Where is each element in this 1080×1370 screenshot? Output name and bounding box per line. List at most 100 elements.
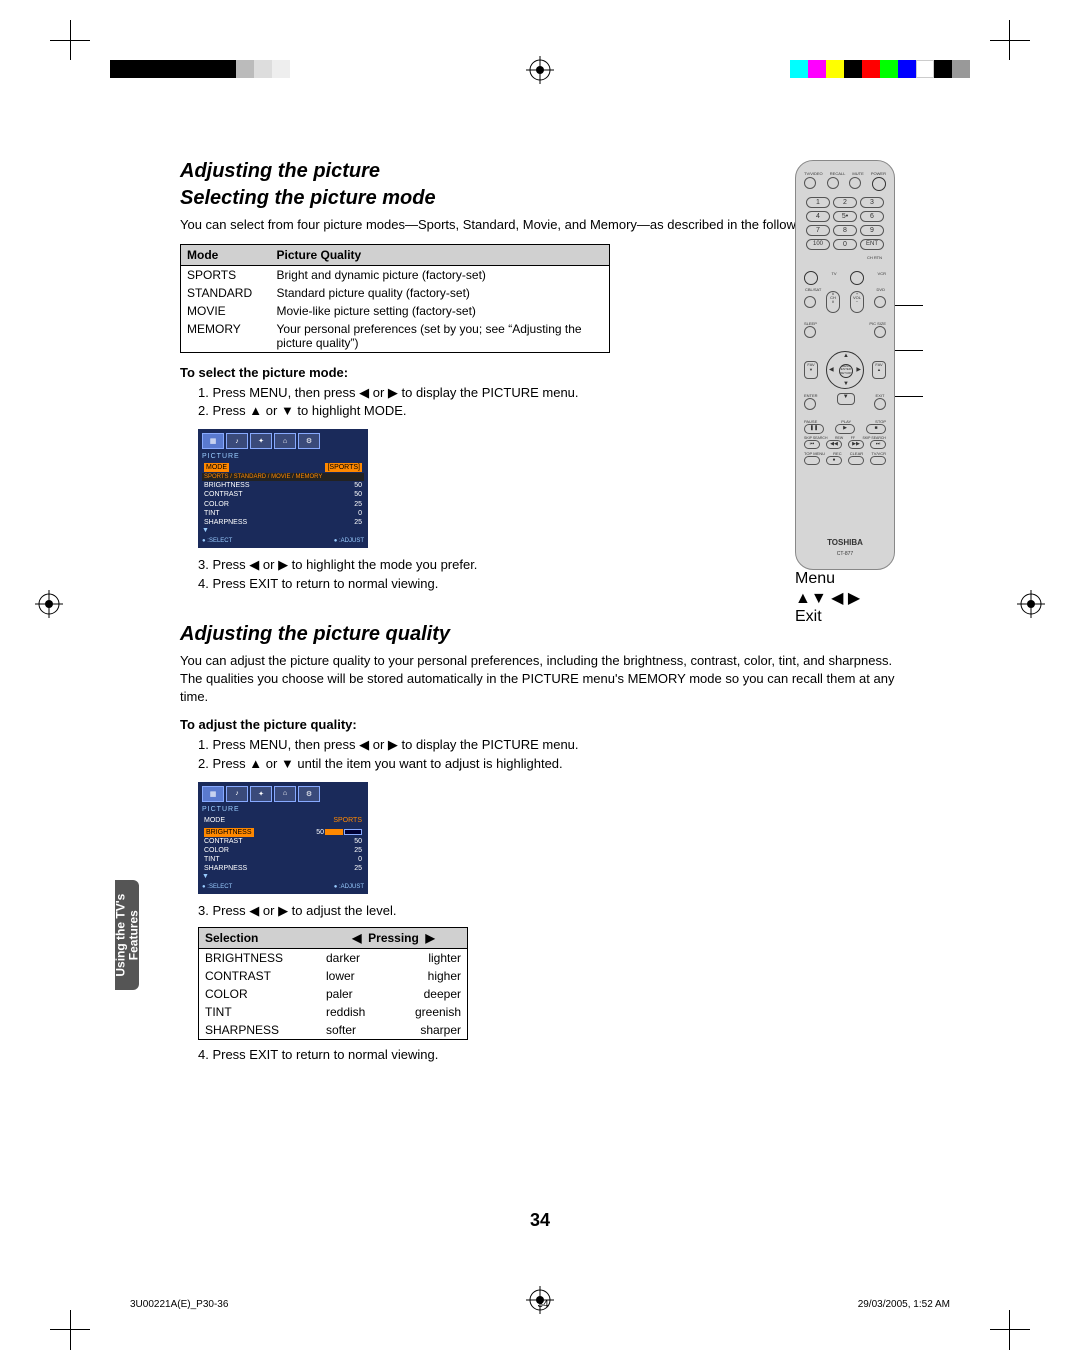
remote-button bbox=[874, 326, 886, 338]
remote-button bbox=[874, 296, 886, 308]
remote-illustration: TV/VIDEO RECALL MUTE POWER 1 2 3 4 5• 6 … bbox=[795, 160, 915, 626]
osd-mode-val: [SPORTS] bbox=[325, 463, 362, 472]
osd-foot: ● :ADJUST bbox=[334, 538, 364, 544]
remote-num-button: 1 bbox=[806, 197, 830, 208]
osd-val: 0 bbox=[358, 509, 362, 518]
table-row: darker bbox=[320, 949, 389, 968]
section-tab-label: Using the TV's Features bbox=[114, 894, 140, 977]
selection-table: Selection ◀ Pressing ▶ BRIGHTNESSdarkerl… bbox=[198, 927, 468, 1040]
intro-a: You can select from four picture modes—S… bbox=[180, 216, 900, 234]
osd-foot: ● :ADJUST bbox=[334, 884, 364, 890]
osd-title: PICTURE bbox=[202, 805, 364, 816]
remote-label: TV bbox=[831, 271, 836, 285]
color-calibration-strip bbox=[790, 60, 970, 78]
table-row: SPORTS bbox=[181, 265, 271, 284]
remote-button: ⏭ bbox=[870, 440, 886, 449]
osd-item: TINT bbox=[204, 509, 220, 518]
sel-head-press: ◀ Pressing ▶ bbox=[320, 928, 468, 949]
remote-center-label: MENU ENTER RETURN bbox=[839, 364, 853, 378]
remote-button bbox=[804, 326, 816, 338]
osd-val: 25 bbox=[354, 864, 362, 873]
footer-left: 3U00221A(E)_P30-36 bbox=[130, 1299, 228, 1310]
page-content: Adjusting the picture Selecting the pict… bbox=[180, 160, 900, 1065]
registration-target-right bbox=[1017, 590, 1045, 618]
remote-button bbox=[804, 456, 820, 465]
table-row: softer bbox=[320, 1021, 389, 1040]
table-row: Your personal preferences (set by you; s… bbox=[271, 320, 610, 353]
step: 1. Press MENU, then press ◀ or ▶ to disp… bbox=[198, 736, 900, 755]
remote-num-button: 8 bbox=[833, 225, 857, 236]
remote-button bbox=[804, 296, 816, 308]
osd-tab-icon: ⚙ bbox=[298, 786, 320, 802]
osd-foot: ● :SELECT bbox=[202, 884, 232, 890]
remote-button bbox=[874, 398, 886, 410]
table-row: reddish bbox=[320, 1003, 389, 1021]
remote-label: SLEEP bbox=[804, 321, 817, 326]
registration-target-left bbox=[35, 590, 63, 618]
remote-num-button: 7 bbox=[806, 225, 830, 236]
remote-label: CH RTN bbox=[867, 255, 882, 260]
osd-val: 0 bbox=[358, 855, 362, 864]
footer-mid: 34 bbox=[537, 1299, 548, 1310]
remote-num-button: 5• bbox=[833, 211, 857, 222]
remote-pause-button: ❚❚ bbox=[804, 424, 824, 434]
remote-brand: TOSHIBA bbox=[796, 538, 894, 547]
remote-num-button: 2 bbox=[833, 197, 857, 208]
sub-heading-a: To select the picture mode: bbox=[180, 365, 900, 380]
osd-val: SPORTS bbox=[333, 816, 362, 825]
remote-num-button: ENT bbox=[860, 239, 884, 250]
mode-table-head-quality: Picture Quality bbox=[271, 244, 610, 265]
step: 3. Press ◀ or ▶ to adjust the level. bbox=[198, 902, 900, 921]
osd-item: CONTRAST bbox=[204, 837, 243, 846]
remote-label: VCR bbox=[878, 271, 886, 285]
remote-stop-button: ■ bbox=[866, 424, 886, 434]
osd-val: 25 bbox=[354, 500, 362, 509]
osd-item: MODE bbox=[204, 816, 225, 825]
osd-val: 50 bbox=[354, 837, 362, 846]
table-row: higher bbox=[389, 967, 468, 985]
table-row: sharper bbox=[389, 1021, 468, 1040]
table-row: lower bbox=[320, 967, 389, 985]
remote-button bbox=[804, 398, 816, 410]
table-row: SHARPNESS bbox=[199, 1021, 320, 1040]
table-row: COLOR bbox=[199, 985, 320, 1003]
callout-menu: Menu bbox=[795, 570, 915, 588]
intro-b: You can adjust the picture quality to yo… bbox=[180, 652, 900, 705]
remote-num-button: 3 bbox=[860, 197, 884, 208]
osd-item: SHARPNESS bbox=[204, 518, 247, 527]
heading-1: Adjusting the picture bbox=[180, 160, 900, 183]
osd-item: TINT bbox=[204, 855, 220, 864]
remote-label: POWER bbox=[871, 171, 886, 176]
bw-calibration-strip bbox=[110, 60, 290, 78]
osd-tab-icon: ⌂ bbox=[274, 433, 296, 449]
table-row: paler bbox=[320, 985, 389, 1003]
osd-foot: ● :SELECT bbox=[202, 538, 232, 544]
footer: 3U00221A(E)_P30-36 34 29/03/2005, 1:52 A… bbox=[130, 1299, 950, 1310]
mode-table: Mode Picture Quality SPORTSBright and dy… bbox=[180, 244, 610, 353]
remote-power-button bbox=[872, 177, 886, 191]
osd-val: 25 bbox=[354, 846, 362, 855]
osd-tab-icon: ♪ bbox=[226, 786, 248, 802]
osd-tab-icon: ▦ bbox=[202, 433, 224, 449]
step: 2. Press ▲ or ▼ until the item you want … bbox=[198, 755, 900, 774]
remote-label: TV/VIDEO bbox=[804, 171, 823, 176]
remote-label: RECALL bbox=[830, 171, 846, 176]
remote-num-button: 0 bbox=[833, 239, 857, 250]
remote-down-button: ▼ bbox=[837, 393, 855, 405]
osd-screenshot-1: ▦ ♪ ✦ ⌂ ⚙ PICTURE MODE[SPORTS] SPORTS / … bbox=[198, 429, 368, 548]
remote-button: ⏮ bbox=[804, 440, 820, 449]
remote-num-button: 100 bbox=[806, 239, 830, 250]
table-row: CONTRAST bbox=[199, 967, 320, 985]
remote-num-button: 4 bbox=[806, 211, 830, 222]
osd-tab-icon: ♪ bbox=[226, 433, 248, 449]
sub-heading-b: To adjust the picture quality: bbox=[180, 717, 900, 732]
table-row: Bright and dynamic picture (factory-set) bbox=[271, 265, 610, 284]
table-row: TINT bbox=[199, 1003, 320, 1021]
step: 4. Press EXIT to return to normal viewin… bbox=[198, 1046, 900, 1065]
remote-num-button: 6 bbox=[860, 211, 884, 222]
remote-fav-button: FAV ▲ bbox=[872, 361, 886, 379]
table-row: greenish bbox=[389, 1003, 468, 1021]
heading-2a: Selecting the picture mode bbox=[180, 187, 900, 210]
osd-modebar: SPORTS / STANDARD / MOVIE / MEMORY bbox=[202, 473, 364, 481]
registration-target-top bbox=[526, 56, 554, 84]
